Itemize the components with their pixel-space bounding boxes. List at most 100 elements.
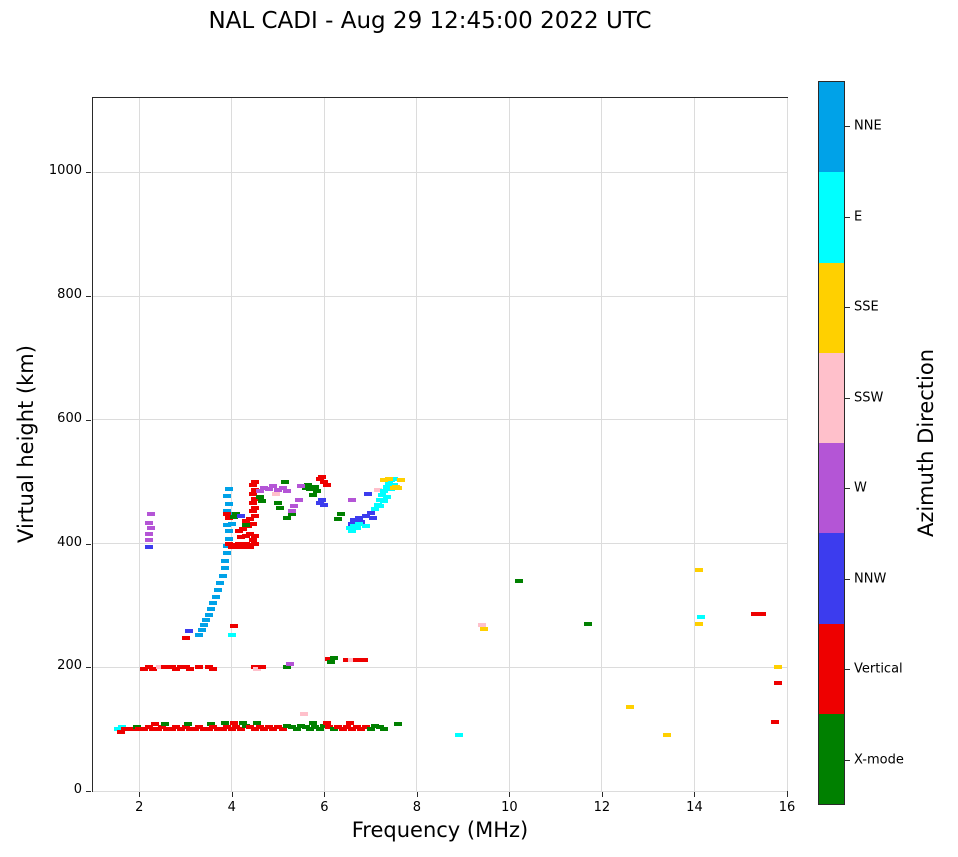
data-point (206, 607, 215, 612)
gridline-x (693, 98, 695, 791)
data-point (366, 510, 375, 515)
data-point (213, 727, 222, 732)
colorbar-segment-NNW (819, 533, 844, 624)
data-point (269, 727, 278, 732)
data-point (304, 482, 313, 487)
data-point (135, 727, 144, 732)
colorbar-segment-SSW (819, 352, 844, 443)
data-point (278, 485, 287, 490)
data-point (287, 511, 296, 516)
data-point (338, 727, 347, 732)
data-point (385, 476, 394, 481)
gridline-y (93, 295, 787, 297)
data-point (250, 513, 259, 518)
data-point (366, 727, 375, 732)
colorbar-tick-label: NNW (854, 571, 887, 587)
x-axis-label: Frequency (MHz) (351, 818, 529, 842)
x-tick-label: 2 (135, 800, 144, 815)
data-point (380, 477, 389, 482)
data-point (327, 660, 336, 665)
data-point (394, 722, 403, 727)
y-tick-mark (86, 296, 91, 297)
data-point (361, 725, 370, 730)
data-point (375, 498, 384, 503)
data-point (209, 667, 218, 672)
data-point (248, 509, 257, 514)
data-point (375, 725, 384, 730)
data-point (771, 719, 780, 724)
data-point (382, 484, 391, 489)
data-point (297, 724, 306, 729)
data-point (200, 623, 209, 628)
data-point (220, 566, 229, 571)
x-tick-label: 10 (501, 800, 518, 815)
data-point (225, 536, 234, 541)
data-point (200, 727, 209, 732)
data-point (220, 720, 229, 725)
data-point (318, 498, 327, 503)
data-point (223, 494, 232, 499)
colorbar-segment-E (819, 172, 844, 263)
data-point (250, 505, 259, 510)
data-point (345, 720, 354, 725)
data-point (195, 665, 204, 670)
y-tick-mark (86, 791, 91, 792)
colorbar-tick-mark (845, 578, 850, 580)
data-point (306, 487, 315, 492)
data-point (241, 534, 250, 539)
data-point (322, 482, 331, 487)
data-point (185, 629, 194, 634)
data-point (239, 720, 248, 725)
data-point (241, 522, 250, 527)
x-tick-mark (509, 792, 511, 797)
data-point (281, 479, 289, 484)
colorbar-tick-mark (845, 488, 850, 490)
data-point (250, 534, 259, 539)
data-point (773, 665, 782, 670)
data-point (190, 727, 199, 732)
data-point (257, 665, 266, 670)
gridline-x (508, 98, 510, 791)
data-point (181, 725, 190, 730)
data-point (625, 705, 634, 710)
data-point (227, 521, 236, 526)
data-point (250, 496, 259, 501)
data-point (697, 614, 706, 619)
data-point (116, 730, 125, 735)
data-point (345, 526, 354, 531)
data-point (186, 727, 195, 732)
data-point (283, 488, 292, 493)
data-point (146, 511, 155, 516)
data-point (264, 725, 273, 730)
x-tick-mark (231, 792, 233, 797)
data-point (160, 722, 169, 727)
data-point (211, 594, 220, 599)
data-point (348, 521, 357, 526)
gridline-x (231, 98, 233, 791)
data-point (239, 527, 248, 532)
x-tick-mark (601, 792, 603, 797)
data-point (311, 725, 320, 730)
data-point (250, 727, 259, 732)
data-point (130, 727, 139, 732)
data-point (163, 727, 172, 732)
data-point (514, 578, 523, 583)
data-point (260, 727, 269, 732)
data-point (378, 493, 387, 498)
colorbar-segment-X (819, 713, 844, 804)
x-tick-label: 4 (227, 800, 236, 815)
data-point (204, 727, 213, 732)
data-point (348, 529, 357, 534)
data-point (230, 720, 239, 725)
data-point (352, 526, 361, 531)
data-point (216, 581, 225, 586)
data-point (283, 724, 292, 729)
data-point (195, 633, 204, 638)
colorbar-tick-mark (845, 669, 850, 671)
data-point (348, 657, 357, 662)
data-point (283, 665, 292, 670)
data-point (248, 501, 257, 506)
colorbar-tick-mark (845, 397, 850, 399)
y-axis-label: Virtual height (km) (14, 345, 38, 543)
